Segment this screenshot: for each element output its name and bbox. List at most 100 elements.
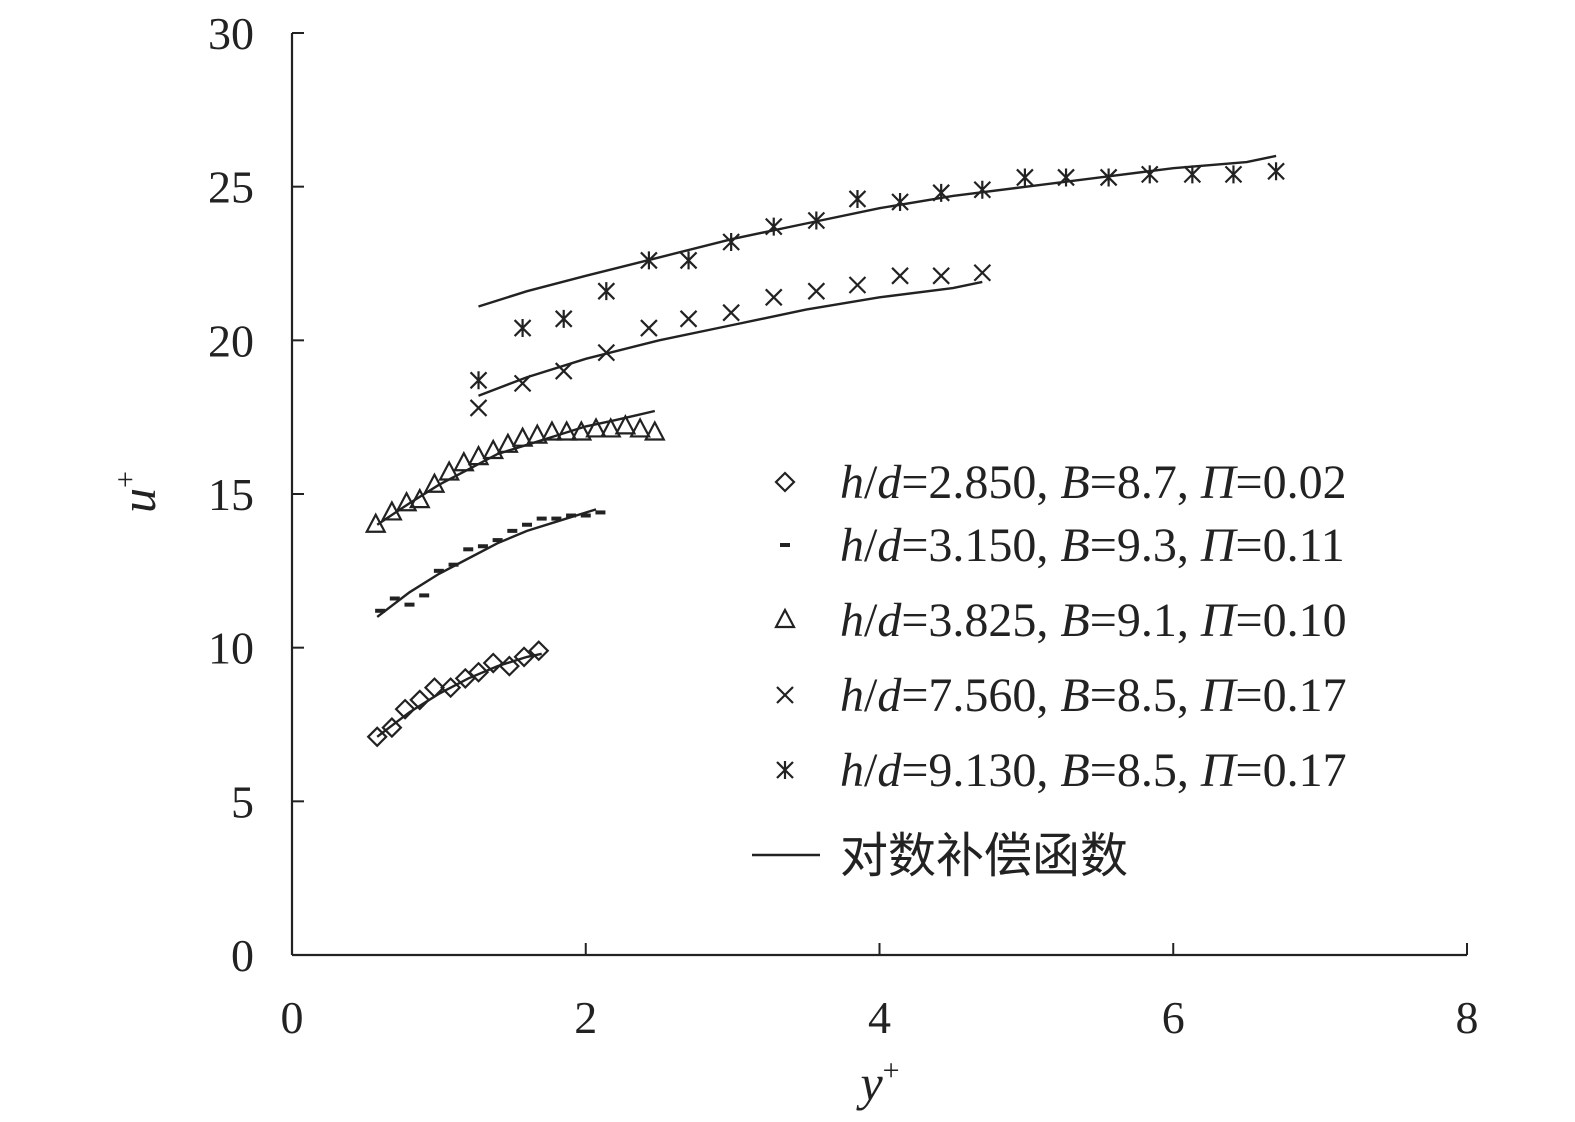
legend-marker-asterisk	[776, 761, 794, 779]
data-point-dash	[551, 516, 562, 521]
ytitle-base: u	[110, 488, 166, 513]
data-point-diamond	[423, 677, 446, 699]
data-point-triangle	[453, 450, 475, 472]
data-point-x	[640, 319, 658, 337]
data-point-diamond	[528, 640, 550, 662]
data-point-diamond	[454, 667, 476, 689]
legend-item-5: h/d=9.130, B=8.5, Π=0.17	[776, 744, 1347, 797]
x-tick-label: 2	[574, 992, 597, 1043]
data-point-asterisk	[722, 232, 740, 251]
legend-marker-x	[776, 686, 794, 704]
data-point-dash	[566, 513, 577, 518]
data-point-dash	[522, 522, 532, 527]
data-point-asterisk	[1140, 165, 1159, 184]
legend-item-fit: 对数补偿函数	[752, 830, 1128, 883]
data-point-asterisk	[1267, 162, 1285, 181]
y-tick-label: 15	[208, 469, 254, 520]
legend-item-1: h/d=2.850, B=8.7, Π=0.02	[774, 456, 1347, 509]
data-point-x	[597, 343, 616, 362]
legend-label: h/d=9.130, B=8.5, Π=0.17	[840, 744, 1347, 797]
xtitle-base: y	[855, 1055, 883, 1111]
data-point-triangle	[614, 414, 637, 435]
x-tick-label: 8	[1456, 992, 1479, 1043]
y-tick-label: 30	[208, 8, 254, 59]
data-point-asterisk	[469, 371, 488, 390]
data-point-diamond	[482, 652, 504, 674]
data-point-asterisk	[1099, 168, 1118, 187]
data-point-dash	[595, 510, 606, 515]
y-tick-label: 20	[208, 315, 254, 366]
data-point-asterisk	[513, 319, 532, 338]
data-point-diamond	[498, 655, 520, 677]
data-point-asterisk	[891, 193, 909, 212]
series-1-points	[366, 640, 550, 748]
data-point-triangle	[423, 472, 446, 493]
x-tick-label: 4	[868, 992, 891, 1043]
data-point-x	[807, 282, 826, 300]
data-point-asterisk	[554, 309, 573, 328]
data-point-dash	[389, 596, 400, 601]
data-point-asterisk	[932, 183, 950, 202]
legend-marker-diamond	[774, 471, 796, 493]
legend-item-3: h/d=3.825, B=9.1, Π=0.10	[774, 594, 1347, 647]
data-point-triangle	[511, 426, 534, 447]
data-point-dash	[580, 513, 591, 518]
fit-curve-series-2	[376, 508, 597, 618]
data-point-asterisk	[597, 282, 616, 301]
legend-label: h/d=7.560, B=8.5, Π=0.17	[840, 669, 1347, 722]
data-point-diamond	[467, 661, 490, 683]
data-point-diamond	[409, 689, 431, 711]
data-point-x	[679, 310, 698, 328]
fit-curve-series-4	[478, 280, 983, 397]
data-point-x	[554, 362, 573, 380]
data-point-x	[848, 276, 867, 294]
legend-label: h/d=2.850, B=8.7, Π=0.02	[840, 456, 1347, 509]
series-2-points	[375, 510, 606, 613]
data-point-diamond	[381, 717, 403, 739]
legend-fit-label: 对数补偿函数	[840, 830, 1128, 883]
data-point-triangle	[599, 417, 622, 438]
data-point-x	[513, 374, 532, 393]
legend-label: h/d=3.150, B=9.3, Π=0.11	[840, 519, 1345, 572]
data-point-triangle	[482, 438, 505, 460]
data-point-triangle	[629, 417, 651, 438]
legend-marker-dash	[780, 543, 790, 547]
axes: 0 5 10 15 20 25 30 0 2 4 6 8	[208, 8, 1479, 1043]
series-5-points	[469, 162, 1285, 390]
x-tick-label: 6	[1162, 992, 1185, 1043]
data-point-dash	[477, 544, 488, 549]
legend-item-2: h/d=3.150, B=9.3, Π=0.11	[780, 519, 1345, 572]
data-point-asterisk	[679, 251, 698, 270]
y-tick-label: 25	[208, 162, 254, 213]
data-point-x	[764, 288, 783, 307]
data-point-triangle	[555, 420, 578, 441]
data-point-triangle	[541, 420, 563, 441]
data-point-asterisk	[807, 211, 826, 230]
data-point-x	[891, 267, 909, 285]
legend-item-4: h/d=7.560, B=8.5, Π=0.17	[776, 669, 1347, 722]
data-point-dash	[404, 602, 415, 607]
series-4-points	[469, 263, 992, 417]
data-point-diamond	[366, 726, 388, 748]
data-point-diamond	[394, 698, 416, 720]
data-point-triangle	[643, 420, 666, 441]
data-point-diamond	[440, 677, 462, 699]
y-tick-label: 10	[208, 623, 254, 674]
data-point-triangle	[395, 490, 418, 512]
series-3-points	[364, 414, 666, 533]
data-point-asterisk	[1183, 165, 1202, 184]
data-point-x	[973, 263, 992, 282]
data-point-dash	[536, 516, 547, 521]
fit-curve-series-5	[478, 154, 1277, 308]
data-point-triangle	[585, 417, 607, 438]
data-point-asterisk	[1224, 165, 1243, 184]
y-tick-label: 0	[231, 930, 254, 981]
data-point-x	[469, 399, 488, 417]
data-markers	[364, 162, 1285, 748]
x-axis-title: y+	[855, 1054, 899, 1111]
data-point-asterisk	[640, 251, 658, 270]
data-point-triangle	[408, 487, 431, 509]
y-tick-label: 5	[231, 776, 254, 827]
data-point-dash	[419, 593, 430, 598]
